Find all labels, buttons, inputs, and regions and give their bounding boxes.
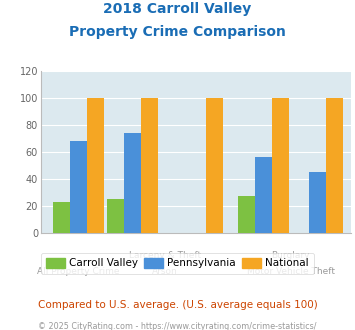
Bar (326, 98, 343, 233)
Bar (87, 98, 104, 233)
Text: Arson: Arson (152, 267, 178, 276)
Bar (272, 98, 289, 233)
Text: 2018 Carroll Valley: 2018 Carroll Valley (103, 2, 252, 16)
Bar (207, 98, 223, 233)
Text: Motor Vehicle Theft: Motor Vehicle Theft (247, 267, 335, 276)
Bar (70, 141, 87, 233)
Bar (53, 202, 70, 233)
Bar (124, 133, 141, 233)
Bar (309, 172, 326, 233)
Bar (141, 98, 158, 233)
Text: Burglary: Burglary (272, 251, 310, 260)
Bar (256, 157, 272, 233)
Text: Property Crime Comparison: Property Crime Comparison (69, 25, 286, 39)
Text: All Property Crime: All Property Crime (37, 267, 120, 276)
Text: © 2025 CityRating.com - https://www.cityrating.com/crime-statistics/: © 2025 CityRating.com - https://www.city… (38, 322, 317, 330)
Bar (239, 196, 256, 233)
Text: Larceny & Theft: Larceny & Theft (129, 251, 201, 260)
Legend: Carroll Valley, Pennsylvania, National: Carroll Valley, Pennsylvania, National (41, 253, 314, 274)
Text: Compared to U.S. average. (U.S. average equals 100): Compared to U.S. average. (U.S. average … (38, 300, 317, 310)
Bar (107, 199, 124, 233)
